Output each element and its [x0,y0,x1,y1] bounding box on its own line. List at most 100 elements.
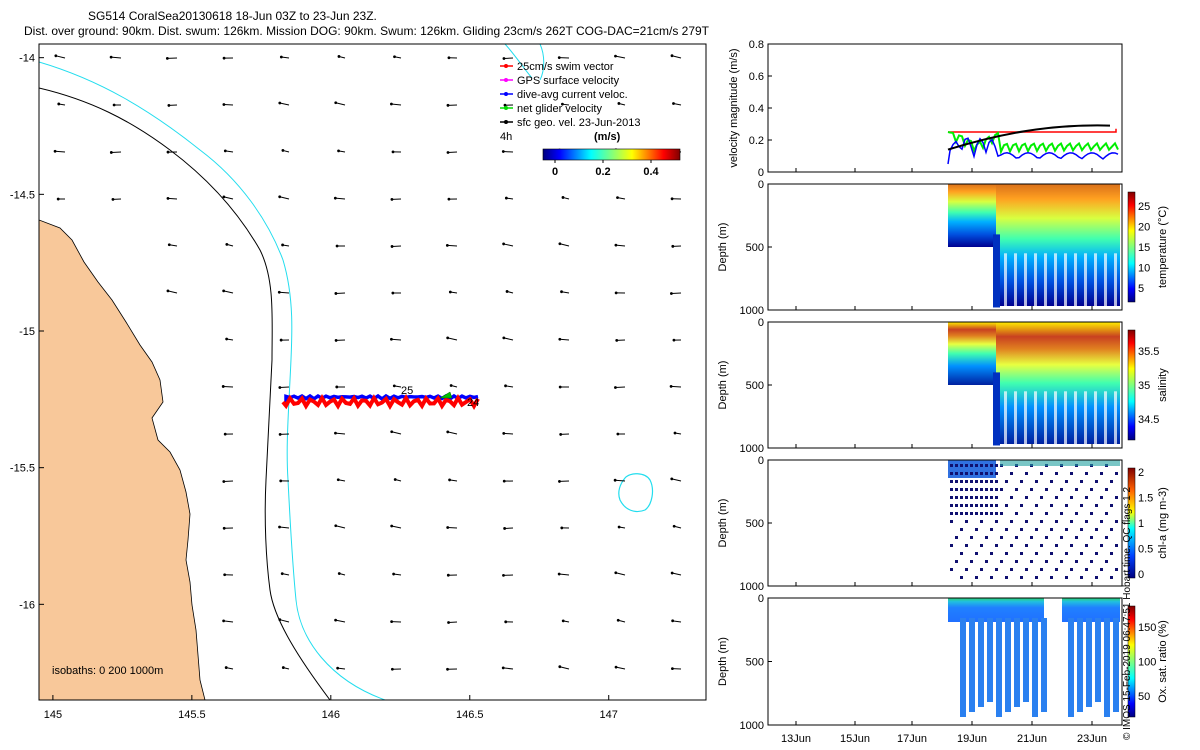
velocity-arrow-head [503,527,507,530]
velocity-arrow-head [669,384,673,388]
velocity-arrow-head [53,149,57,153]
velocity-arrow-head [504,196,508,200]
chl-sample [960,464,963,467]
legend-marker [504,106,508,110]
velocity-arrow-head [558,337,562,341]
chl-sample [1015,512,1018,515]
velocity-arrow [111,56,122,59]
chl-sample [1085,496,1088,499]
velocity-arrow-head [560,526,564,530]
velocity-arrow-head [669,292,673,295]
velocity-arrow-head [446,526,450,529]
chl-sample [950,544,953,547]
chl-sample [1075,512,1078,515]
velocity-arrow-head [54,54,58,58]
cbar-tick-label: 0.4 [643,166,659,178]
deep-dive-column [993,372,1000,446]
chl-sample [1090,560,1093,563]
chl-sample [1055,544,1058,547]
chl-sample [950,480,953,483]
chl-sample [990,504,993,507]
dive-gap [1064,253,1067,310]
ox-dive-column [1086,618,1092,707]
chl-sample [1080,480,1083,483]
chl-sample [970,536,973,539]
chl-sample [965,520,968,523]
chl-sample [1115,568,1118,571]
dive-gap [1044,253,1047,310]
velocity-arrow [391,431,402,435]
chl-sample [1085,520,1088,523]
chl-sample [965,504,968,507]
velocity-arrow [503,243,514,247]
velocity-arrow-head [167,243,171,247]
vel-ytick-label: 0.8 [749,39,764,51]
chl-sample [985,464,988,467]
depth-tick-label: 500 [746,242,764,254]
chl-sample [990,480,993,483]
chl-sample [960,472,963,475]
depth-ylabel: Depth (m) [717,223,729,272]
dive-gap [1094,253,1097,310]
velocity-arrow-head [111,197,115,201]
curtain-shallow [948,322,996,385]
dive-gap [1044,391,1047,448]
velocity-arrow-head [502,57,506,60]
velocity-arrow [672,572,682,576]
chl-sample [1075,488,1078,491]
velocity-arrow-head [389,102,393,106]
chl-sample [1090,512,1093,515]
velocity-arrow-head [613,478,617,482]
velocity-arrow-head [670,197,674,201]
velocity-arrow-head [281,666,285,669]
dive-gap [1084,391,1087,448]
chl-sample [975,488,978,491]
chl-sample [955,464,958,467]
chl-sample [1105,512,1108,515]
map-ytick-label: -14.5 [10,189,35,201]
colorbar-tick-label: 34.5 [1138,414,1159,426]
chl-sample [980,488,983,491]
velocity-arrow [391,525,402,529]
chl-sample [1095,528,1098,531]
chl-sample [1035,480,1038,483]
velocity-arrow-head [561,102,564,106]
velocity-arrow-head [336,478,340,482]
chl-sample [1050,480,1053,483]
chl-sample [1070,568,1073,571]
chl-sample [960,512,963,515]
track-label-25: 25 [401,385,413,397]
dive-gap [1004,391,1007,448]
colorbar-tick-label: 25 [1138,201,1150,213]
depth-ylabel: Depth (m) [717,637,729,686]
dive-gap [1084,253,1087,310]
panel-sal: 0 500 1000 Depth (m) 34.5 35 35.5 salinity [717,317,1169,455]
panel-vel: 0 0.2 0.4 0.6 0.8 velocity magnitude (m/s) [728,39,1123,179]
legend-marker [504,120,508,124]
velocity-arrow-head [390,620,394,624]
chl-sample [965,544,968,547]
chl-sample [975,464,978,467]
chl-sample [1005,504,1008,507]
chl-sample [1005,528,1008,531]
chl-sample [1095,576,1098,579]
chl-sample [1010,568,1013,571]
velocity-arrow-head [445,244,449,247]
panel-frame [767,321,1123,449]
chl-sample [1100,496,1103,499]
chl-sample [1020,576,1023,579]
ox-dive-column [960,618,966,717]
map-tick-labels: 145 145.5 146 146.5 147 -14 -14.5 -15 -15.5 -16 [10,53,618,721]
panel-frame [767,43,1123,173]
chl-sample [1050,576,1053,579]
chl-sample [965,512,968,515]
chl-sample [980,480,983,483]
dive-gap [1074,391,1077,448]
chl-sample [1055,520,1058,523]
chl-sample [1010,472,1013,475]
chl-sample [1095,504,1098,507]
chl-sample [1100,544,1103,547]
colorbar-tick-label: 10 [1138,262,1150,274]
chl-sample [1005,480,1008,483]
colorbar-tick-label: 50 [1138,691,1150,703]
